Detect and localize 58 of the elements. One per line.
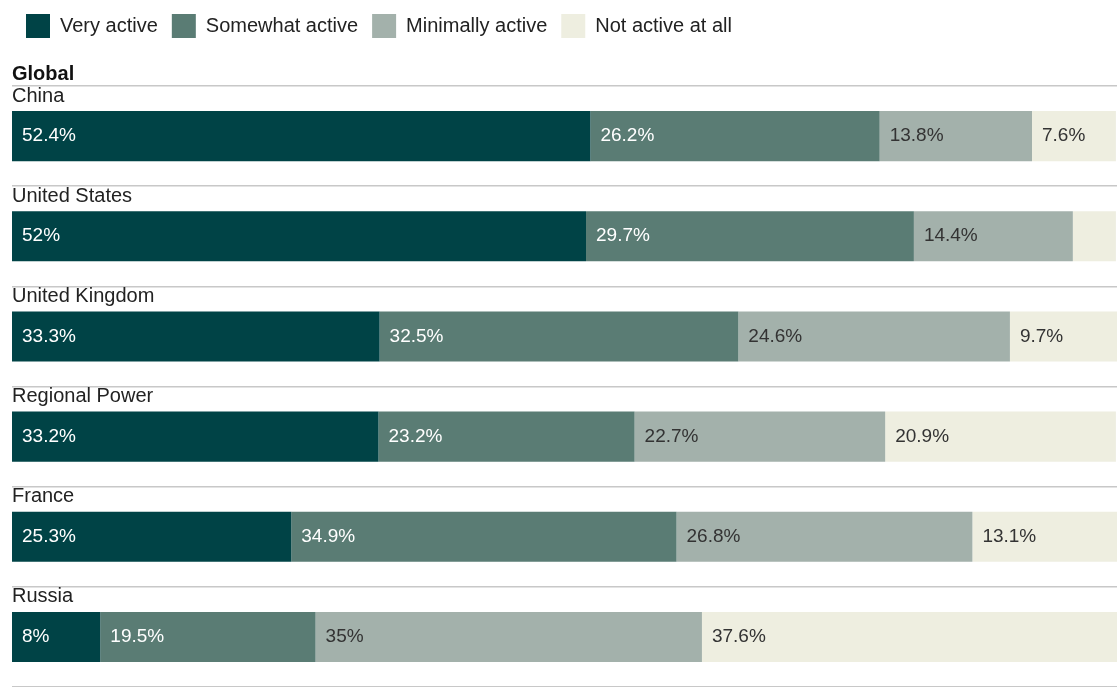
data-label: 52.4% bbox=[22, 124, 76, 146]
data-label: 33.3% bbox=[22, 324, 76, 346]
legend-label: Minimally active bbox=[406, 13, 548, 36]
y-tick-label: United States bbox=[12, 183, 133, 206]
legend-label: Somewhat active bbox=[205, 13, 359, 36]
data-label: 29.7% bbox=[596, 224, 651, 246]
bar bbox=[12, 411, 379, 462]
data-label: 23.2% bbox=[388, 424, 443, 446]
data-label: 13.8% bbox=[889, 124, 944, 146]
bar bbox=[291, 511, 677, 562]
data-label: 35% bbox=[325, 625, 364, 647]
bar bbox=[972, 511, 1117, 562]
bar bbox=[676, 511, 973, 562]
bar bbox=[12, 511, 292, 562]
bar bbox=[586, 211, 914, 262]
data-label: 25.3% bbox=[22, 524, 76, 546]
data-label: 19.5% bbox=[110, 625, 165, 647]
bar bbox=[738, 311, 1010, 362]
bar bbox=[12, 211, 587, 262]
data-label: 13.1% bbox=[982, 524, 1037, 546]
bar bbox=[701, 611, 1117, 662]
bar bbox=[12, 311, 380, 362]
bar bbox=[12, 111, 591, 162]
bar bbox=[879, 111, 1032, 162]
data-label: 37.6% bbox=[711, 625, 766, 647]
bar bbox=[315, 611, 702, 662]
data-label: 26.8% bbox=[686, 524, 741, 546]
data-label: 22.7% bbox=[644, 424, 699, 446]
data-label: 34.9% bbox=[301, 524, 356, 546]
bar bbox=[100, 611, 316, 662]
bar bbox=[379, 311, 739, 362]
data-label: 20.9% bbox=[895, 424, 950, 446]
data-label: 8% bbox=[22, 625, 50, 647]
text: Global bbox=[12, 61, 75, 84]
y-tick-label: China bbox=[12, 83, 66, 106]
bar bbox=[12, 611, 101, 662]
legend-label: Not active at all bbox=[595, 13, 732, 36]
legend-label: Very active bbox=[60, 13, 158, 36]
y-tick-label: Regional Power bbox=[12, 384, 154, 407]
bar bbox=[913, 211, 1073, 262]
data-label: 32.5% bbox=[389, 324, 444, 346]
bar bbox=[1009, 311, 1117, 362]
bar bbox=[378, 411, 635, 462]
data-label: 24.6% bbox=[748, 324, 803, 346]
data-label: 52% bbox=[22, 224, 61, 246]
y-tick-label: France bbox=[12, 484, 75, 507]
bar bbox=[885, 411, 1116, 462]
data-label: 7.6% bbox=[1042, 124, 1086, 146]
y-tick-label: Russia bbox=[12, 584, 75, 607]
data-label: 26.2% bbox=[600, 124, 655, 146]
bar bbox=[1072, 211, 1116, 262]
bar bbox=[590, 111, 880, 162]
bar bbox=[1032, 111, 1116, 162]
data-label: 14.4% bbox=[923, 224, 978, 246]
y-tick-label: United Kingdom bbox=[12, 283, 155, 306]
bar bbox=[634, 411, 886, 462]
data-label: 33.2% bbox=[22, 424, 76, 446]
data-label: 9.7% bbox=[1019, 324, 1064, 346]
